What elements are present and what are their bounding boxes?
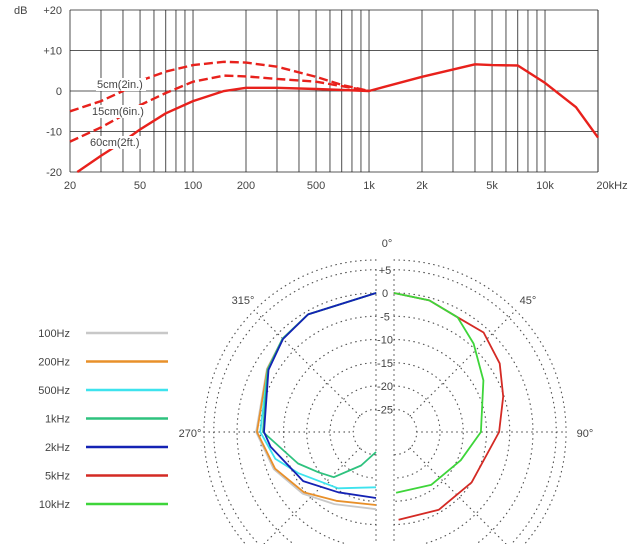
angle-label: 315° (232, 295, 255, 307)
y-axis-label: dB (14, 5, 27, 17)
angle-label: 90° (577, 428, 594, 440)
r-tick-label: -15 (377, 358, 393, 370)
frequency-response-chart: 5cm(2in.) 15cm(6in.) 60cm(2ft.) +20 +10 0 -10… (14, 5, 628, 192)
legend: 100Hz 200Hz 500Hz 1kHz 2kHz 5kHz 10kHz (38, 328, 168, 511)
polar-curve-5kHz (393, 292, 505, 521)
polar-ring-right (393, 315, 511, 544)
x-tick-label: 100 (184, 180, 202, 192)
polar-ring-left (259, 315, 377, 544)
polar-ring-right (393, 259, 567, 544)
x-tick-label: 5k (486, 180, 498, 192)
r-label-background (377, 286, 393, 298)
polar-ring-right (393, 292, 534, 544)
legend-label: 500Hz (38, 385, 70, 397)
polar-curve-100Hz (255, 292, 377, 511)
legend-label: 2kHz (45, 442, 70, 454)
y-tick-label: -10 (46, 127, 62, 139)
r-label-background (377, 332, 393, 345)
r-tick-label: +5 (379, 265, 392, 277)
polar-curve-200Hz (256, 292, 377, 506)
frequency-curves (69, 60, 599, 173)
x-tick-label: 20kHz (596, 180, 627, 192)
y-tick-label: 0 (56, 86, 62, 98)
r-label-background (377, 379, 393, 391)
frequency-curve-0 (69, 60, 370, 113)
frequency-curve-2 (76, 63, 599, 173)
legend-label: 5kHz (45, 471, 70, 483)
y-tick-label: +20 (43, 5, 62, 17)
polar-curves (255, 292, 505, 521)
polar-pattern-chart: +5 0 -5 -10 -15 -20 -25 0° 45° 90° 270° 315° 100Hz 2… (38, 238, 593, 544)
series-label-background (96, 78, 146, 91)
angle-label: 0° (382, 238, 393, 250)
r-label-background (377, 262, 393, 275)
r-tick-label: -10 (377, 335, 393, 347)
polar-curve-500Hz (259, 292, 377, 490)
legend-label: 10kHz (39, 499, 70, 511)
polar-ring-left (329, 385, 377, 479)
x-tick-label: 500 (307, 180, 325, 192)
polar-labels: +5 0 -5 -10 -15 -20 -25 0° 45° 90° 270° 315° (179, 238, 594, 440)
x-tick-label: 200 (237, 180, 255, 192)
series-label-background (91, 105, 143, 118)
angle-label: 270° (179, 428, 202, 440)
polar-ring-left (213, 269, 377, 544)
series-label-background (89, 136, 141, 149)
polar-ring-left (352, 408, 377, 456)
r-tick-label: -20 (377, 381, 393, 393)
x-tick-label: 50 (134, 180, 146, 192)
r-label-background (377, 355, 393, 368)
polar-ring-right (393, 269, 557, 544)
r-tick-label: -25 (377, 404, 393, 416)
polar-grid (203, 259, 567, 544)
polar-radial-line (409, 309, 517, 417)
x-tick-label: 1k (363, 180, 375, 192)
series-label: 60cm(2ft.) (90, 137, 140, 149)
polar-radial-line (253, 309, 361, 417)
polar-ring-left (203, 259, 377, 544)
x-tick-label: 20 (64, 180, 76, 192)
polar-curve-2kHz (263, 292, 377, 499)
series-label: 15cm(6in.) (92, 106, 144, 118)
polar-ring-right (393, 362, 464, 502)
frequency-series-labels: 5cm(2in.) 15cm(6in.) 60cm(2ft.) (89, 78, 146, 149)
x-tick-label: 10k (536, 180, 554, 192)
polar-ring-right (393, 385, 441, 479)
x-tick-label: 2k (416, 180, 428, 192)
legend-label: 100Hz (38, 328, 70, 340)
polar-curve-1kHz (262, 292, 377, 479)
y-tick-label: +10 (43, 46, 62, 58)
polar-ring-right (393, 408, 418, 456)
r-tick-label: -5 (380, 311, 390, 323)
r-label-background (377, 309, 393, 322)
legend-label: 200Hz (38, 357, 70, 369)
frequency-grid (69, 9, 599, 173)
series-label: 5cm(2in.) (97, 79, 143, 91)
y-tick-label: -20 (46, 167, 62, 179)
r-label-background (377, 402, 393, 415)
polar-curve-10kHz (393, 292, 485, 494)
angle-label: 45° (520, 295, 537, 307)
legend-label: 1kHz (45, 414, 70, 426)
r-tick-label: 0 (382, 288, 388, 300)
